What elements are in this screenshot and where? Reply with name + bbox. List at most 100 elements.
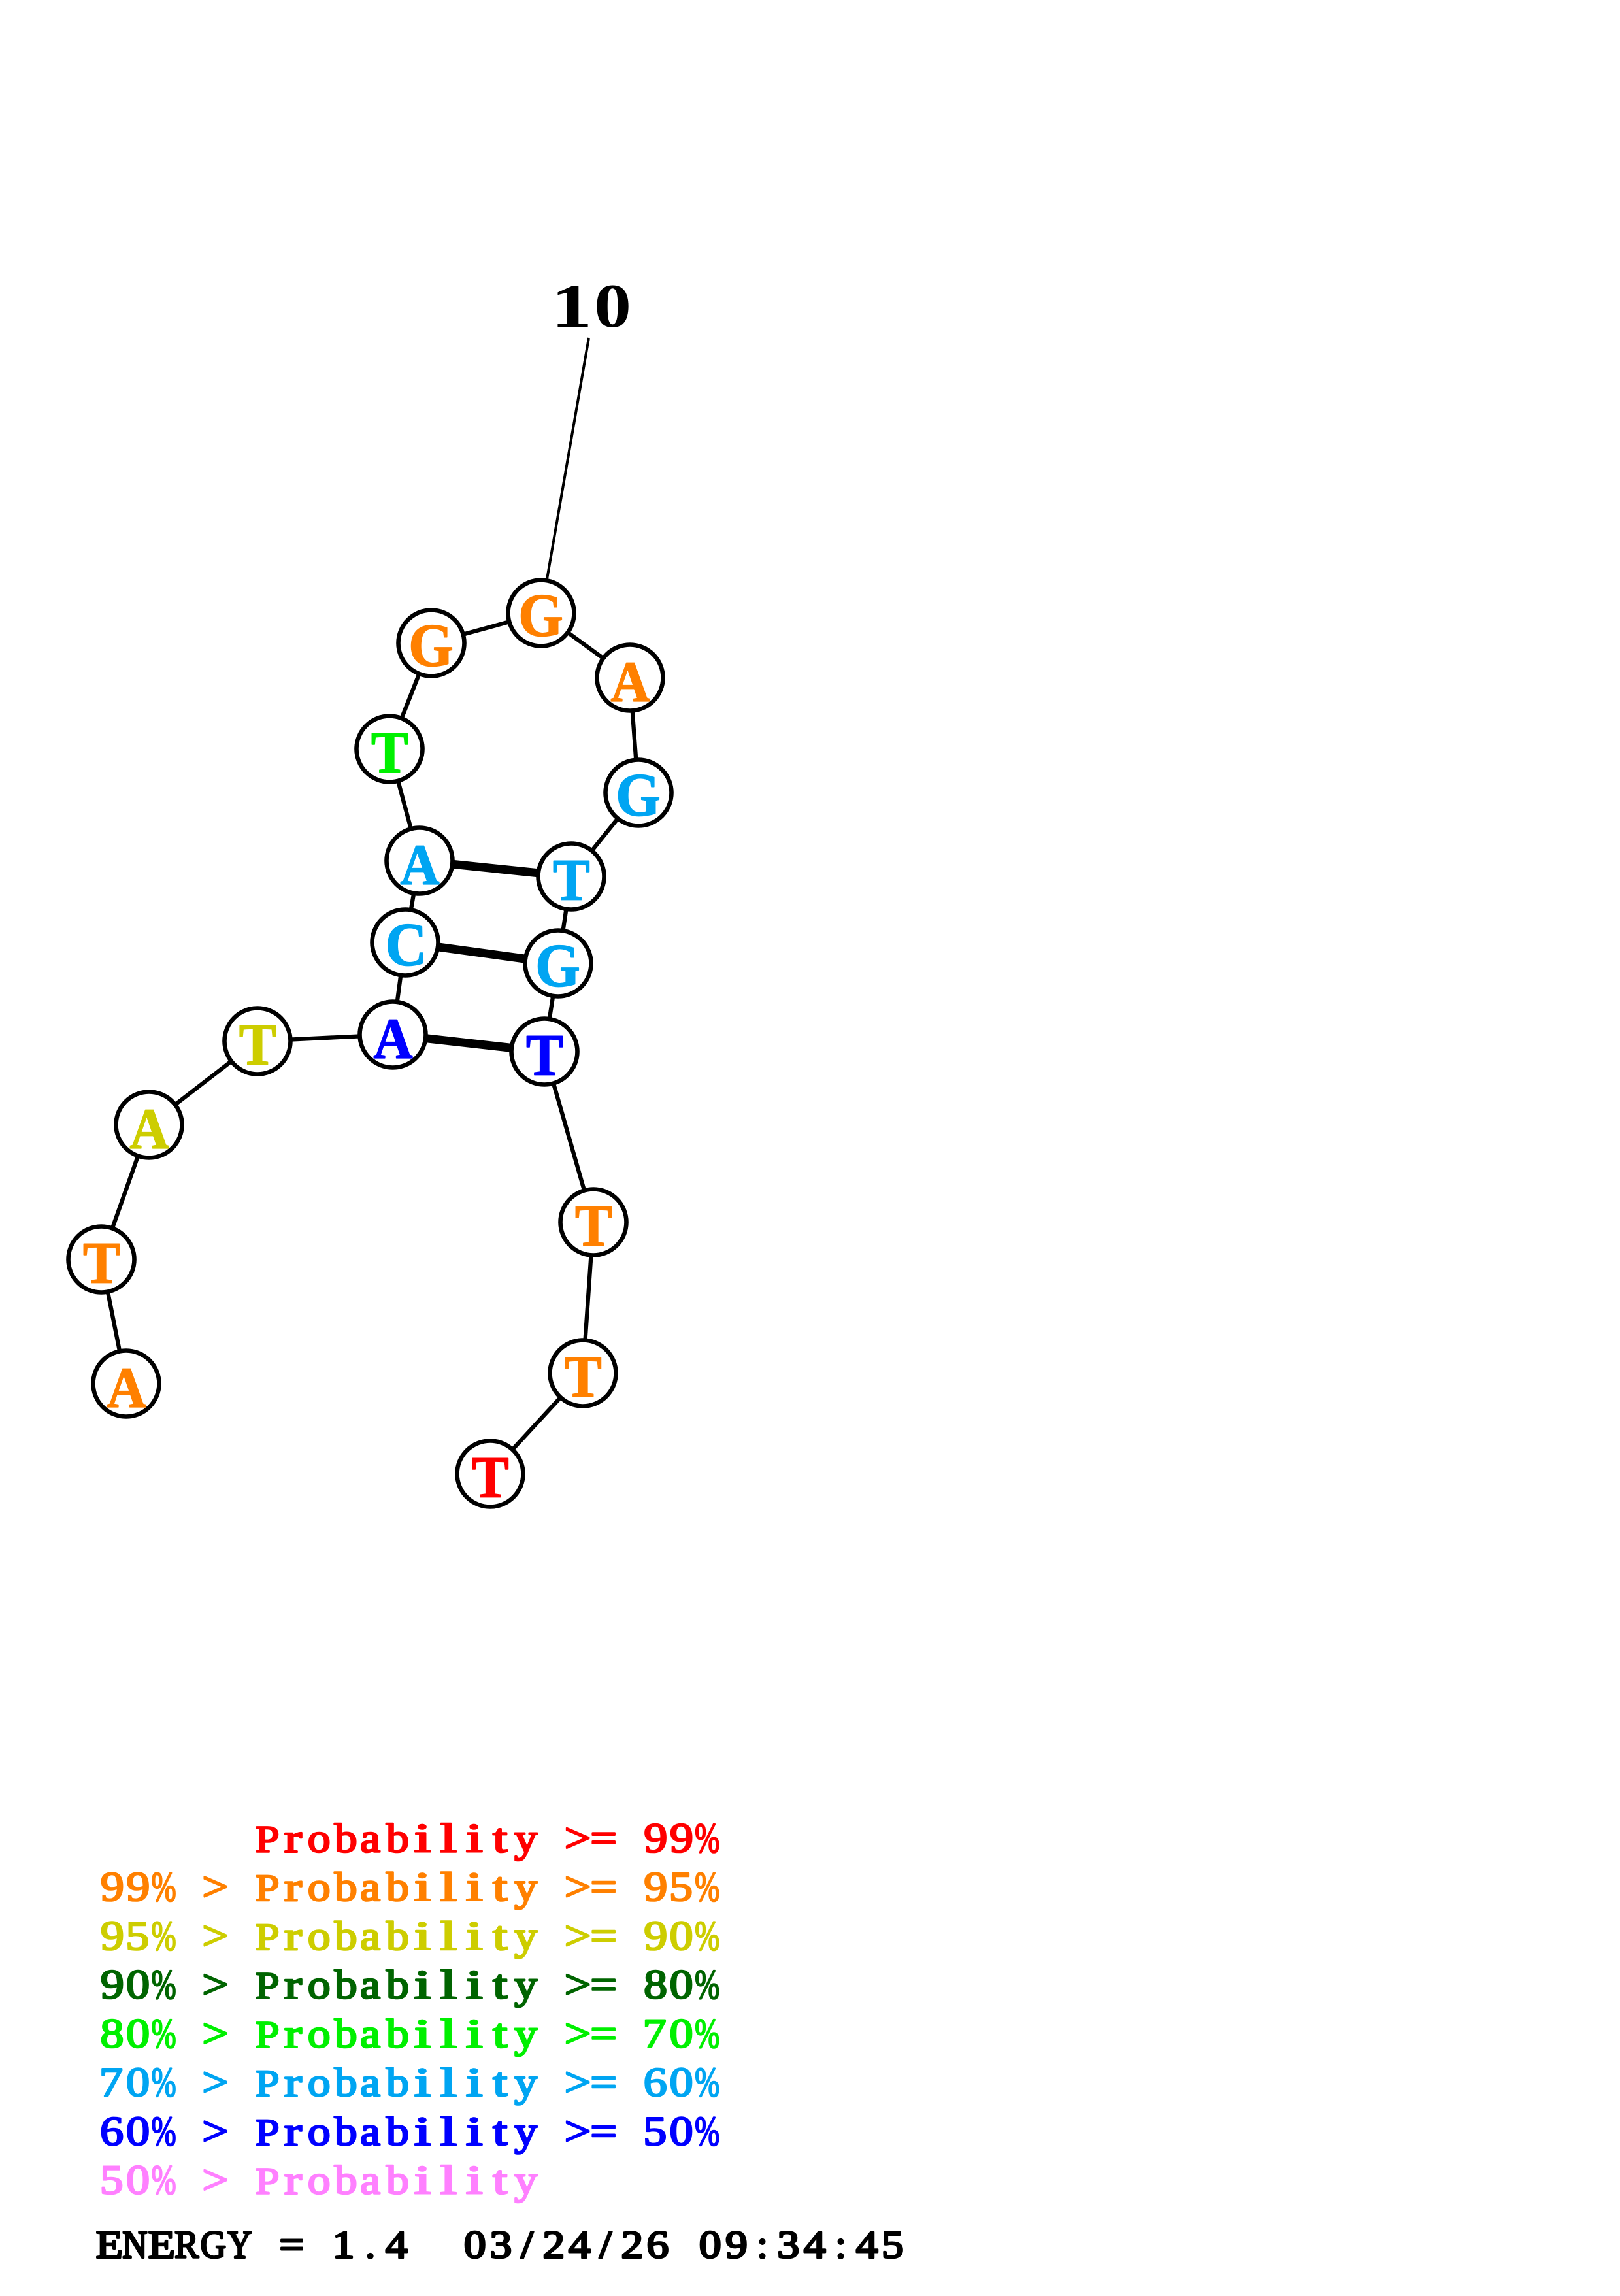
- svg-text:6: 6: [100, 2108, 124, 2154]
- svg-text:i: i: [414, 1865, 431, 1910]
- svg-text:P: P: [256, 2014, 279, 2056]
- svg-text:b: b: [386, 2109, 409, 2154]
- svg-text:A: A: [611, 650, 650, 714]
- svg-text:o: o: [308, 1914, 331, 1959]
- svg-text:b: b: [335, 1963, 357, 2007]
- svg-text:a: a: [360, 1816, 380, 1861]
- svg-text:6: 6: [646, 2223, 669, 2267]
- svg-text:%: %: [152, 2060, 176, 2106]
- svg-text:i: i: [466, 2012, 483, 2056]
- svg-text:i: i: [414, 1816, 431, 1861]
- svg-text:%: %: [695, 2060, 719, 2106]
- svg-text:o: o: [308, 2061, 331, 2105]
- svg-text:l: l: [440, 2061, 457, 2105]
- svg-text:i: i: [414, 2061, 431, 2105]
- svg-text:o: o: [308, 2012, 331, 2056]
- svg-text:E: E: [148, 2223, 175, 2267]
- svg-text:5: 5: [100, 2156, 124, 2203]
- svg-text:t: t: [493, 1914, 507, 1959]
- svg-text:>: >: [202, 2156, 229, 2203]
- svg-text:5: 5: [643, 2108, 667, 2154]
- svg-text:7: 7: [99, 2059, 123, 2105]
- svg-text:a: a: [360, 1963, 380, 2007]
- svg-text:b: b: [386, 2158, 409, 2203]
- svg-text:y: y: [514, 1914, 537, 1959]
- svg-text:b: b: [335, 1816, 357, 1861]
- svg-text:4: 4: [856, 2223, 878, 2267]
- svg-text:>: >: [202, 1912, 229, 1959]
- svg-text:A: A: [401, 833, 440, 897]
- svg-text:0: 0: [126, 2059, 150, 2105]
- svg-text:t: t: [493, 1962, 507, 2007]
- svg-text:%: %: [695, 2011, 719, 2057]
- svg-text:8: 8: [100, 2010, 124, 2056]
- svg-text:3: 3: [489, 2223, 512, 2267]
- svg-text:>: >: [565, 1961, 591, 2007]
- svg-text:0: 0: [594, 272, 631, 341]
- svg-text:%: %: [152, 1865, 176, 1910]
- svg-text:R: R: [174, 2223, 199, 2267]
- svg-text:l: l: [440, 2012, 457, 2056]
- svg-text:%: %: [695, 1914, 719, 1959]
- svg-text:3: 3: [777, 2223, 799, 2267]
- svg-text:G: G: [408, 611, 453, 679]
- svg-text:8: 8: [644, 1961, 667, 2007]
- svg-text:0: 0: [699, 2223, 721, 2267]
- svg-text:%: %: [152, 2108, 176, 2154]
- svg-text:G: G: [616, 761, 660, 829]
- svg-text:a: a: [360, 2158, 380, 2203]
- svg-text:b: b: [386, 1963, 409, 2007]
- svg-text:9: 9: [644, 1912, 667, 1959]
- svg-text:N: N: [122, 2224, 147, 2267]
- svg-text:y: y: [514, 2158, 537, 2203]
- svg-text:2: 2: [542, 2223, 565, 2267]
- svg-text:i: i: [466, 1963, 483, 2007]
- svg-text:y: y: [514, 1816, 537, 1861]
- svg-text:i: i: [466, 2158, 483, 2203]
- svg-text:r: r: [284, 1962, 302, 2007]
- svg-text:o: o: [308, 2158, 331, 2203]
- svg-text:5: 5: [669, 1863, 693, 1910]
- svg-text:G: G: [201, 2223, 226, 2267]
- svg-text:6: 6: [644, 2059, 667, 2105]
- svg-text:9: 9: [126, 1863, 150, 1910]
- svg-text:b: b: [386, 2061, 409, 2105]
- svg-text:l: l: [440, 1914, 457, 1959]
- svg-text:9: 9: [725, 2223, 748, 2267]
- svg-text:A: A: [130, 1097, 169, 1161]
- svg-text:4: 4: [804, 2223, 826, 2267]
- svg-text:b: b: [386, 1914, 409, 1959]
- svg-text:=: =: [590, 1814, 617, 1861]
- svg-text:/: /: [521, 2223, 533, 2267]
- svg-text:P: P: [256, 1916, 279, 1958]
- svg-text:r: r: [284, 1816, 302, 1861]
- svg-text:=: =: [590, 1912, 617, 1959]
- svg-text::: :: [835, 2223, 846, 2267]
- svg-text:4: 4: [569, 2223, 591, 2267]
- svg-text:P: P: [256, 2112, 279, 2154]
- svg-text:0: 0: [126, 1961, 150, 2007]
- svg-text:.: .: [365, 2223, 375, 2267]
- svg-text:r: r: [284, 1914, 302, 1959]
- svg-text:Y: Y: [227, 2223, 252, 2267]
- svg-text:0: 0: [670, 2010, 693, 2056]
- svg-text:P: P: [256, 1868, 279, 1910]
- svg-text:0: 0: [126, 2108, 150, 2154]
- svg-text:i: i: [466, 2110, 483, 2154]
- svg-text:a: a: [360, 2012, 380, 2056]
- svg-text:a: a: [360, 1914, 380, 1959]
- svg-text:>: >: [565, 2010, 591, 2056]
- svg-text:T: T: [526, 1022, 563, 1088]
- svg-text:y: y: [514, 2109, 537, 2154]
- svg-text:7: 7: [642, 2010, 666, 2056]
- svg-text:9: 9: [670, 1814, 693, 1861]
- svg-text:%: %: [695, 1962, 719, 2008]
- svg-text:G: G: [535, 931, 580, 999]
- svg-text:5: 5: [882, 2223, 904, 2267]
- svg-text:i: i: [466, 1914, 483, 1959]
- svg-text:t: t: [493, 1816, 507, 1861]
- svg-text:t: t: [493, 2060, 507, 2105]
- svg-text:9: 9: [101, 1912, 124, 1959]
- svg-text:o: o: [308, 1865, 331, 1910]
- svg-text:t: t: [493, 1865, 507, 1910]
